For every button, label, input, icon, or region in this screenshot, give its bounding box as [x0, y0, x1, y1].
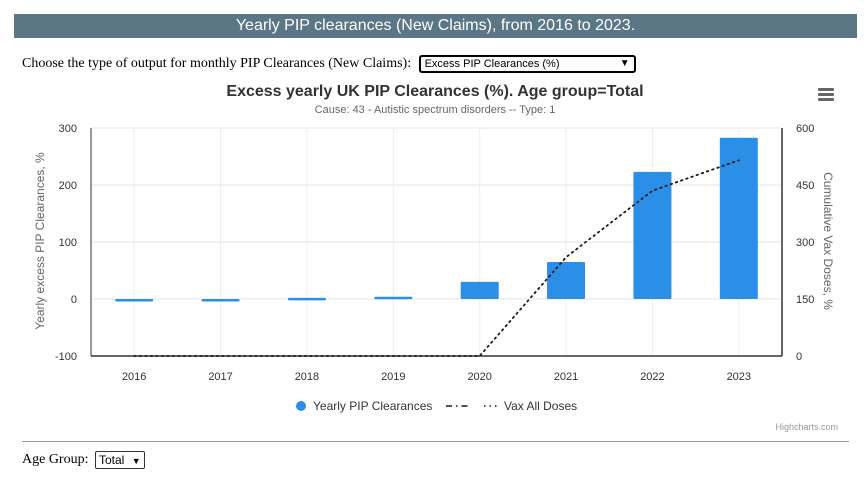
bar [374, 296, 413, 300]
y-left-tick-label: 300 [59, 123, 77, 135]
y-right-tick-label: 150 [796, 294, 814, 306]
y-right-tick-label: 600 [796, 123, 814, 135]
menu-bar [818, 98, 834, 101]
section-divider [22, 441, 849, 442]
chart-title: Excess yearly UK PIP Clearances (%). Age… [226, 83, 643, 100]
bar [547, 261, 586, 299]
legend-bar-label: Yearly PIP Clearances [313, 399, 432, 413]
legend-item-bars[interactable]: Yearly PIP Clearances [296, 399, 432, 413]
vax-line [133, 159, 740, 357]
y-right-tick-label: 300 [796, 237, 814, 249]
y-left-tick-label: 0 [71, 294, 77, 306]
y-right-tick-label: 0 [796, 351, 802, 363]
y-axis-right-label: Cumulative Vax Doses, % [821, 172, 835, 310]
age-group-selected-value: Total [99, 453, 125, 467]
hamburger-menu-icon[interactable] [818, 88, 834, 102]
bar [287, 297, 326, 301]
output-type-select[interactable]: Excess PIP Clearances (%) ▼ [418, 55, 636, 73]
chart-subtitle: Cause: 43 - Autistic spectrum disorders … [315, 104, 556, 116]
age-group-select[interactable]: Total ▼ [95, 451, 145, 469]
y-left-tick-label: -100 [55, 351, 77, 363]
x-tick-label: 2021 [554, 371, 578, 383]
age-group-chooser: Age Group: Total ▼ [22, 451, 145, 469]
menu-bar [818, 88, 834, 91]
y-axis-left-label: Yearly excess PIP Clearances, % [33, 152, 47, 330]
bar-series [115, 137, 758, 302]
legend-bar-marker [296, 401, 306, 411]
bar [460, 281, 499, 299]
x-tick-label: 2017 [208, 371, 232, 383]
output-type-chooser: Choose the type of output for monthly PI… [22, 55, 636, 73]
menu-bar [818, 93, 834, 96]
highcharts-credits[interactable]: Highcharts.com [775, 422, 838, 432]
page-banner-title: Yearly PIP clearances (New Claims), from… [14, 14, 857, 38]
x-tick-label: 2016 [122, 371, 146, 383]
x-tick-label: 2023 [727, 371, 751, 383]
legend-item-line[interactable]: Vax All Doses [446, 399, 577, 413]
output-type-label: Choose the type of output for monthly PI… [22, 56, 412, 72]
legend-line-label: Vax All Doses [504, 399, 577, 413]
y-left-tick-label: 100 [59, 237, 77, 249]
pip-clearances-chart: Excess yearly UK PIP Clearances (%). Age… [33, 83, 838, 432]
output-type-selected-value: Excess PIP Clearances (%) [424, 58, 560, 70]
y-left-tick-label: 200 [59, 180, 77, 192]
tick-labels: -100 0 100 200 300 0 150 300 450 600 2016 2017 2018 2… [55, 123, 814, 383]
bar [201, 299, 240, 302]
bar [115, 299, 154, 302]
x-tick-label: 2020 [467, 371, 491, 383]
x-tick-label: 2018 [295, 371, 319, 383]
x-tick-label: 2019 [381, 371, 405, 383]
bar [633, 171, 672, 299]
age-group-label: Age Group: [22, 452, 89, 468]
chevron-down-icon: ▼ [131, 456, 141, 466]
bar [719, 137, 758, 299]
x-tick-label: 2022 [640, 371, 664, 383]
grid-lines [91, 127, 782, 356]
legend: Yearly PIP Clearances Vax All Doses [296, 399, 577, 413]
chevron-down-icon: ▼ [619, 58, 630, 69]
line-series [133, 159, 740, 357]
y-right-tick-label: 450 [796, 180, 814, 192]
